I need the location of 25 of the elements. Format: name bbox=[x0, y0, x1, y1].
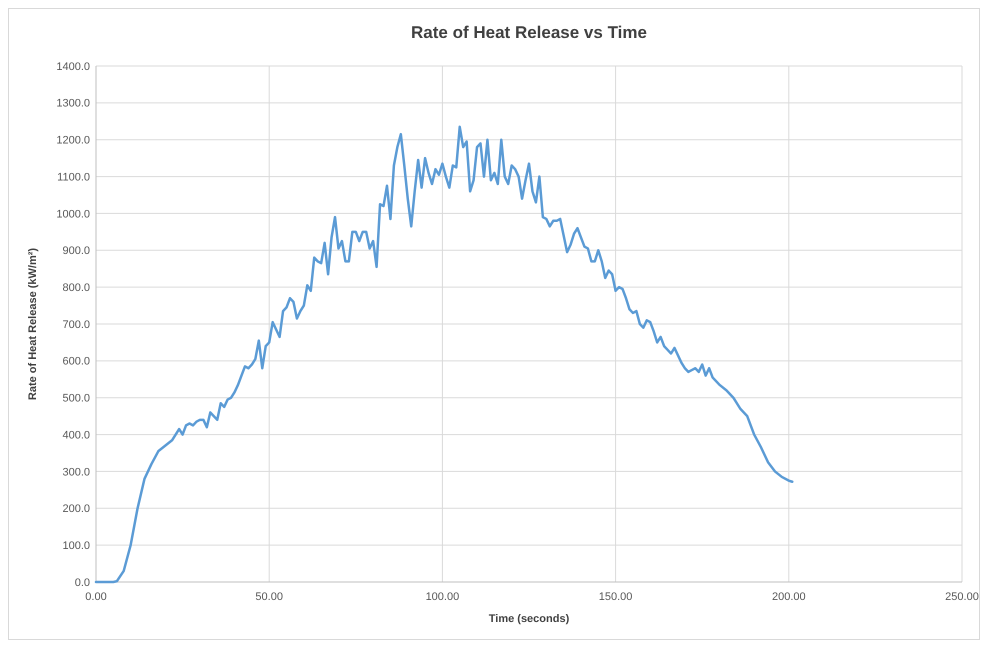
y-tick-label: 1100.0 bbox=[57, 171, 90, 184]
y-tick-label: 1200.0 bbox=[56, 134, 90, 147]
x-tick-label: 100.00 bbox=[426, 591, 460, 603]
y-tick-label: 600.0 bbox=[62, 356, 90, 368]
y-tick-label: 300.0 bbox=[62, 466, 90, 478]
x-tick-label: 150.00 bbox=[598, 591, 632, 603]
y-tick-label: 700.0 bbox=[62, 318, 90, 331]
y-axis-title: Rate of Heat Release (kW/m²) bbox=[27, 248, 39, 400]
y-tick-label: 900.0 bbox=[62, 245, 90, 258]
x-tick-label: 0.00 bbox=[85, 591, 107, 603]
x-tick-label: 50.00 bbox=[255, 591, 283, 603]
y-tick-label: 0.0 bbox=[74, 576, 90, 589]
y-tick-label: 1300.0 bbox=[56, 98, 90, 110]
y-tick-label: 200.0 bbox=[62, 503, 90, 516]
y-tick-label: 800.0 bbox=[62, 282, 90, 294]
chart-title: Rate of Heat Release vs Time bbox=[411, 23, 647, 42]
x-axis-title: Time (seconds) bbox=[488, 613, 570, 625]
y-tick-label: 400.0 bbox=[62, 429, 90, 442]
line-series bbox=[94, 126, 794, 584]
y-tick-label: 1000.0 bbox=[56, 208, 90, 220]
x-tick-label: 250.00 bbox=[945, 591, 979, 603]
y-tick-label: 1400.0 bbox=[56, 60, 90, 73]
y-tick-label: 500.0 bbox=[62, 392, 90, 405]
y-tick-label: 100.0 bbox=[62, 540, 90, 552]
x-tick-label: 200.00 bbox=[772, 591, 806, 603]
